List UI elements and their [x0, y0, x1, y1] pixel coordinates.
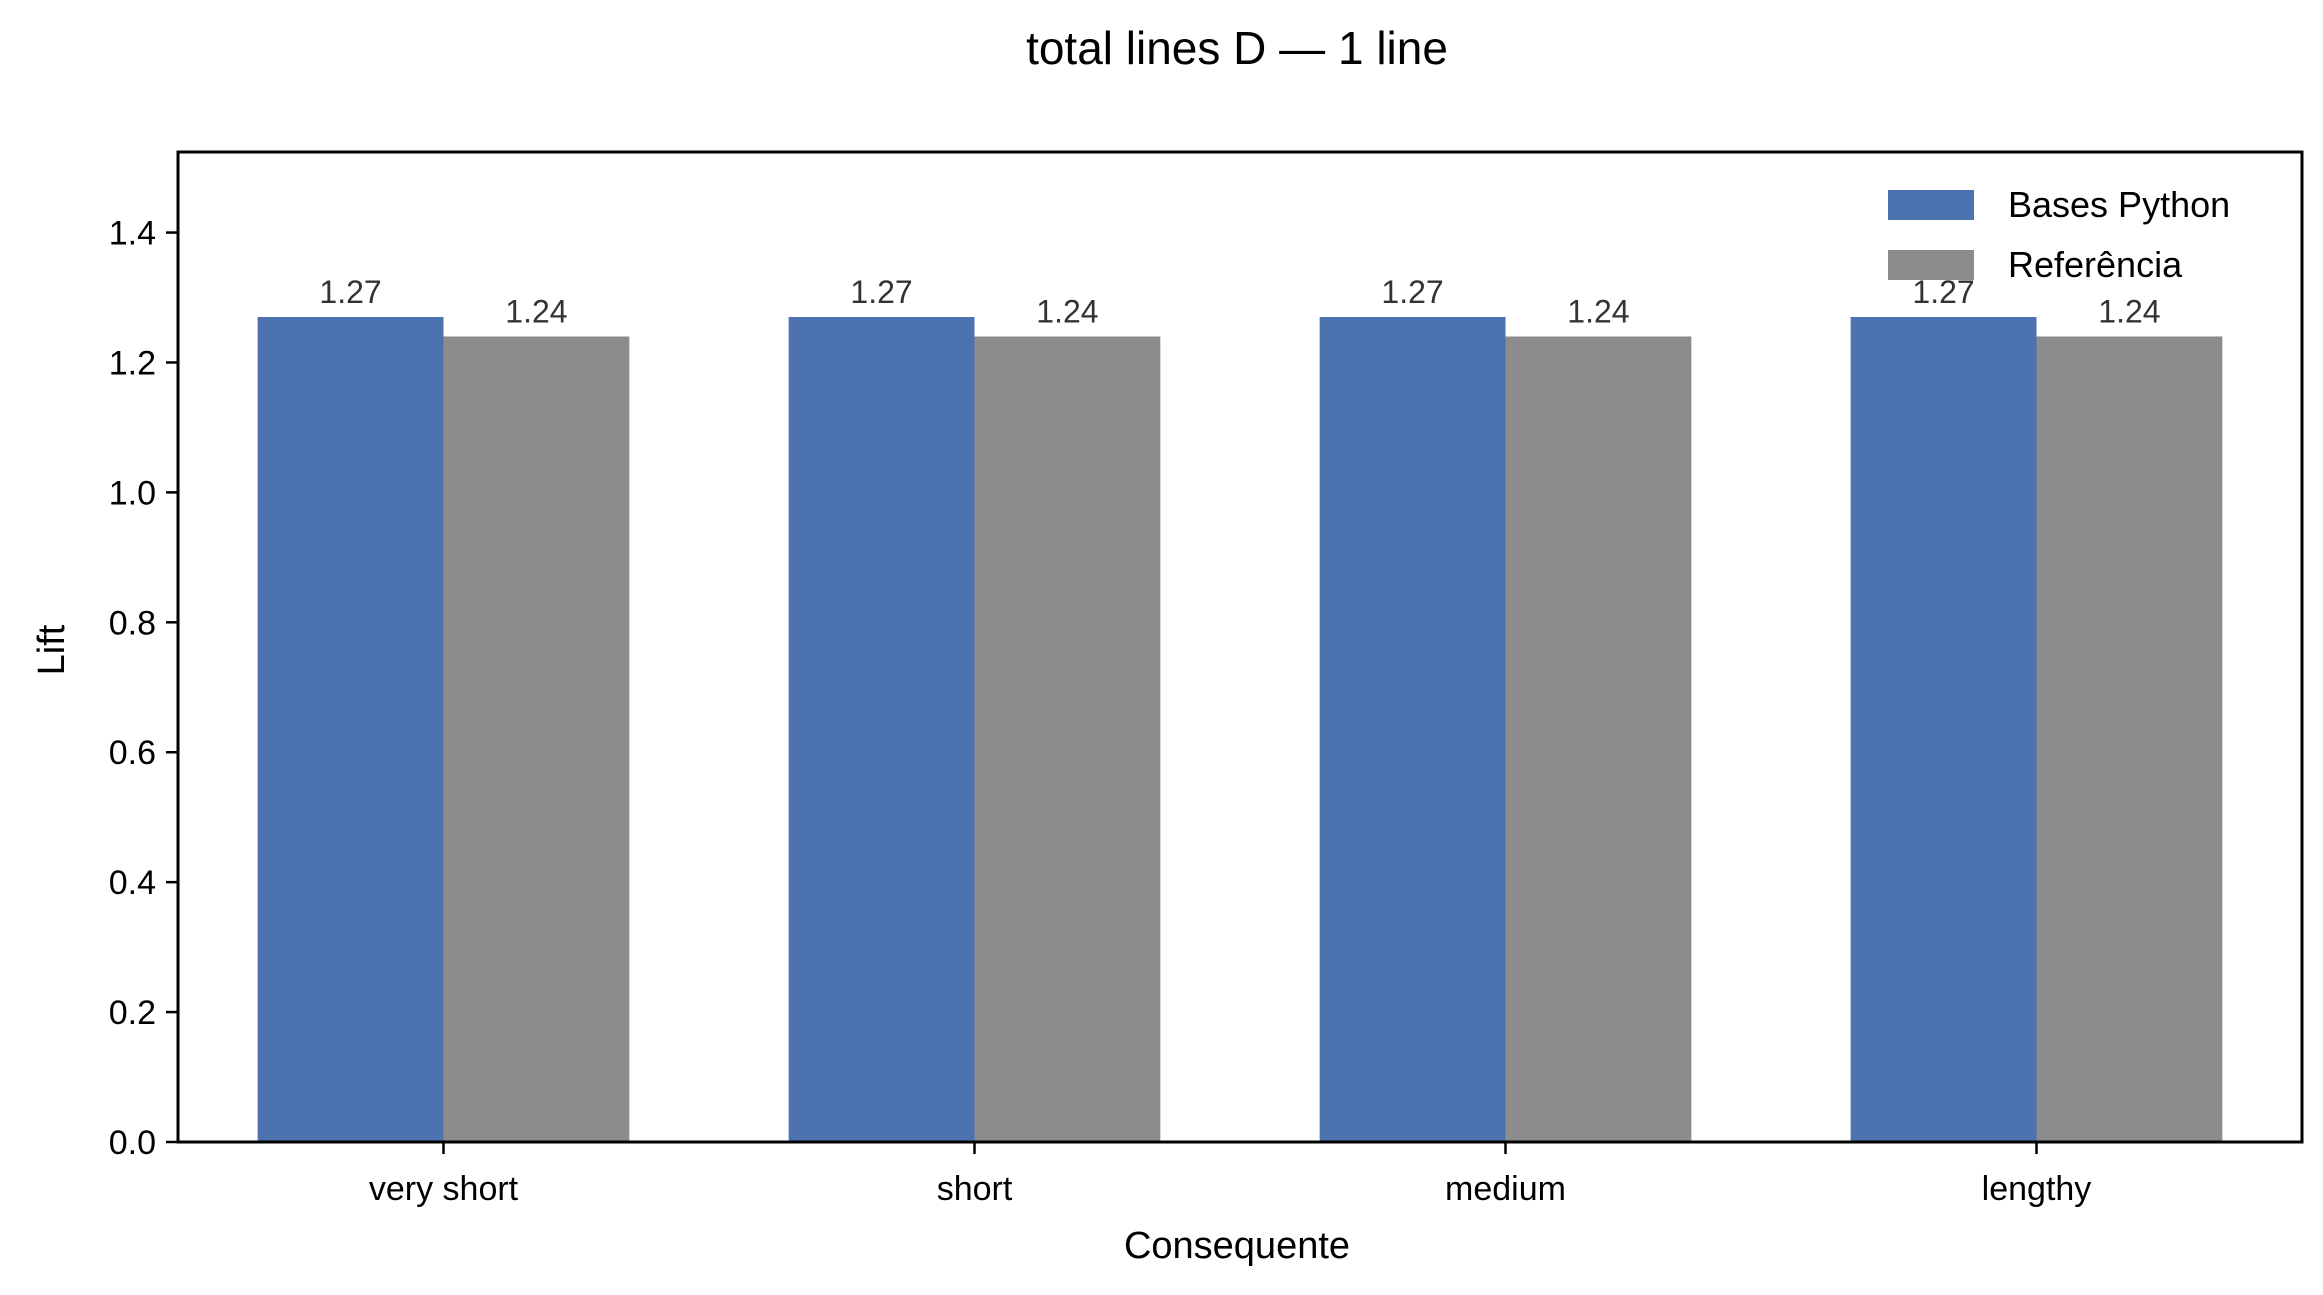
- data-label: 1.27: [1381, 274, 1443, 310]
- data-label: 1.24: [1036, 293, 1098, 329]
- legend-swatch: [1888, 250, 1974, 280]
- data-label: 1.27: [850, 274, 912, 310]
- chart-title: total lines D — 1 line: [1026, 22, 1448, 74]
- data-label: 1.24: [505, 293, 567, 329]
- y-tick-label: 1.4: [109, 215, 156, 253]
- y-tick-label: 0.6: [109, 734, 156, 772]
- x-axis-label: Consequente: [1124, 1225, 1350, 1267]
- axes-frame: [176, 150, 2304, 1144]
- y-tick-label: 1.2: [109, 344, 156, 382]
- data-label: 1.27: [319, 274, 381, 310]
- y-tick-label: 0.8: [109, 604, 156, 642]
- legend: Bases Python Referência: [1888, 184, 2230, 285]
- y-tick-label: 0.0: [109, 1124, 156, 1162]
- y-axis-label: Lift: [31, 624, 73, 675]
- x-tick-label: very short: [369, 1170, 519, 1208]
- x-tick-label: lengthy: [1982, 1170, 2092, 1208]
- legend-swatch: [1888, 190, 1974, 220]
- bar-bases-python-1: [788, 317, 975, 1142]
- bar-referencia-3: [2036, 336, 2223, 1143]
- data-label: 1.24: [2098, 293, 2160, 329]
- data-label: 1.24: [1567, 293, 1629, 329]
- y-tick-label: 0.4: [109, 864, 156, 902]
- x-tick-label: short: [937, 1170, 1013, 1208]
- bar-referencia-1: [974, 336, 1161, 1143]
- y-tick-label: 1.0: [109, 474, 156, 512]
- bar-bases-python-0: [257, 317, 444, 1142]
- bar-bases-python-3: [1850, 317, 2037, 1142]
- bar-referencia-0: [443, 336, 630, 1143]
- bar-referencia-2: [1505, 336, 1692, 1143]
- legend-label: Referência: [2008, 244, 2183, 285]
- plot-area: 1.27 1.27 1.27 1.271.24 1.24 1.24 1.240.00.20.…: [109, 150, 2304, 1208]
- bar-bases-python-2: [1319, 317, 1506, 1142]
- x-tick-label: medium: [1445, 1170, 1566, 1208]
- legend-label: Bases Python: [2008, 184, 2230, 225]
- y-tick-label: 0.2: [109, 994, 156, 1032]
